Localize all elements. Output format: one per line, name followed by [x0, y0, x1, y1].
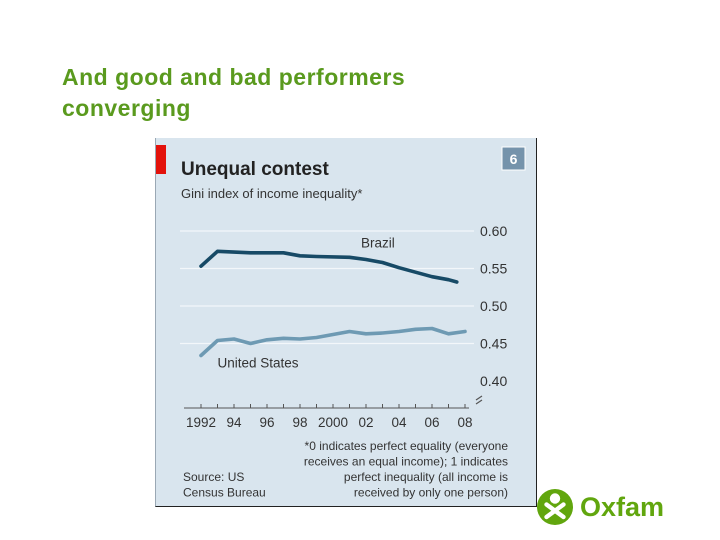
chart-number-badge	[501, 146, 526, 171]
series-line-united-states	[199, 326, 467, 358]
y-tick-label: 0.60	[480, 223, 507, 239]
x-tick-label: 1992	[186, 415, 216, 430]
chart-svg: Unequal contest Gini index of income ineq…	[156, 145, 526, 500]
source-line: Source: US	[183, 470, 244, 484]
footnote-line: perfect inequality (all income is	[344, 470, 508, 484]
series-label-brazil: Brazil	[361, 236, 395, 251]
x-tick-label: 2000	[318, 415, 348, 430]
slide-title-line-1: And good and bad performers	[62, 64, 406, 90]
y-tick-label: 0.50	[480, 298, 507, 314]
x-tick-label: 04	[391, 415, 407, 430]
footnote-line: received by only one person)	[354, 486, 508, 500]
x-tick-label: 02	[358, 415, 373, 430]
y-tick-label: 0.40	[480, 373, 507, 389]
accent-bar	[156, 145, 166, 174]
x-tick-label: 96	[259, 415, 274, 430]
chart-number: 6	[510, 151, 518, 167]
slide-title: And good and bad performers converging	[62, 62, 542, 124]
y-tick-label: 0.55	[480, 261, 507, 277]
series-label-united-states: United States	[218, 356, 299, 371]
footnote-line: receives an equal income); 1 indicates	[304, 455, 508, 469]
brand-name: Oxfam	[580, 492, 665, 522]
brand-logo: Oxfam	[536, 486, 668, 528]
x-tick-label: 94	[226, 415, 242, 430]
chart-subtitle: Gini index of income inequality*	[181, 186, 362, 201]
axis-break-icon	[475, 395, 483, 405]
x-tick-label: 08	[457, 415, 472, 430]
chart-panel: Unequal contest Gini index of income ineq…	[155, 138, 537, 507]
oxfam-logo-icon	[537, 489, 573, 525]
x-tick-label: 98	[292, 415, 307, 430]
chart-title: Unequal contest	[181, 159, 329, 180]
y-tick-label: 0.45	[480, 336, 507, 352]
x-tick-label: 06	[424, 415, 439, 430]
series-line-brazil	[199, 249, 459, 284]
slide-title-line-2: converging	[62, 95, 191, 121]
source-line: Census Bureau	[183, 486, 266, 500]
footnote-line: *0 indicates perfect equality (everyone	[305, 439, 509, 453]
